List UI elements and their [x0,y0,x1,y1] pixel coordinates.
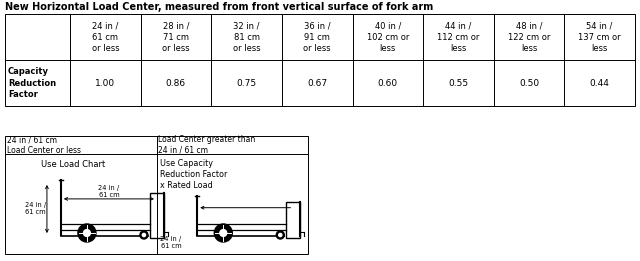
Text: 24 in /
61 cm: 24 in / 61 cm [25,203,46,216]
Text: Use Load Chart: Use Load Chart [41,160,106,169]
Bar [5,14,635,106]
Text: 24 in / 61 cm
Load Center or less: 24 in / 61 cm Load Center or less [7,135,81,155]
Text: Use Capacity
Reduction Factor
x Rated Load: Use Capacity Reduction Factor x Rated Lo… [159,159,227,190]
Bar [286,202,300,238]
Text: Capacity
Reduction
Factor: Capacity Reduction Factor [8,67,56,99]
Text: 24 in /
61 cm: 24 in / 61 cm [99,185,120,198]
Text: 54 in /
137 cm or
less: 54 in / 137 cm or less [579,21,621,53]
Circle shape [140,231,148,239]
Bar [150,193,164,238]
Text: 1.00: 1.00 [95,79,115,87]
Text: 44 in /
112 cm or
less: 44 in / 112 cm or less [437,21,479,53]
Text: 0.44: 0.44 [589,79,610,87]
Text: 0.67: 0.67 [307,79,327,87]
Circle shape [83,230,90,236]
Text: 36 in /
91 cm
or less: 36 in / 91 cm or less [303,21,331,53]
Text: 0.60: 0.60 [378,79,398,87]
Circle shape [142,233,145,237]
Text: 24 in /
61 cm
or less: 24 in / 61 cm or less [92,21,119,53]
Text: 32 in /
81 cm
or less: 32 in / 81 cm or less [233,21,260,53]
Text: 40 in /
102 cm or
less: 40 in / 102 cm or less [367,21,409,53]
Text: New Horizontal Load Center, measured from front vertical surface of fork arm: New Horizontal Load Center, measured fro… [5,2,433,12]
Circle shape [278,233,282,237]
Text: 24 in /
61 cm: 24 in / 61 cm [160,236,181,250]
Bar [5,136,308,254]
Circle shape [214,224,232,242]
Text: Load Center greater than
24 in / 61 cm: Load Center greater than 24 in / 61 cm [159,135,256,155]
Text: 48 in /
122 cm or
less: 48 in / 122 cm or less [508,21,550,53]
Circle shape [78,224,96,242]
Circle shape [276,231,284,239]
Text: 0.55: 0.55 [449,79,468,87]
Text: 0.50: 0.50 [519,79,539,87]
Text: 28 in /
71 cm
or less: 28 in / 71 cm or less [162,21,189,53]
Text: 0.86: 0.86 [166,79,186,87]
Text: 0.75: 0.75 [237,79,257,87]
Circle shape [220,230,227,236]
